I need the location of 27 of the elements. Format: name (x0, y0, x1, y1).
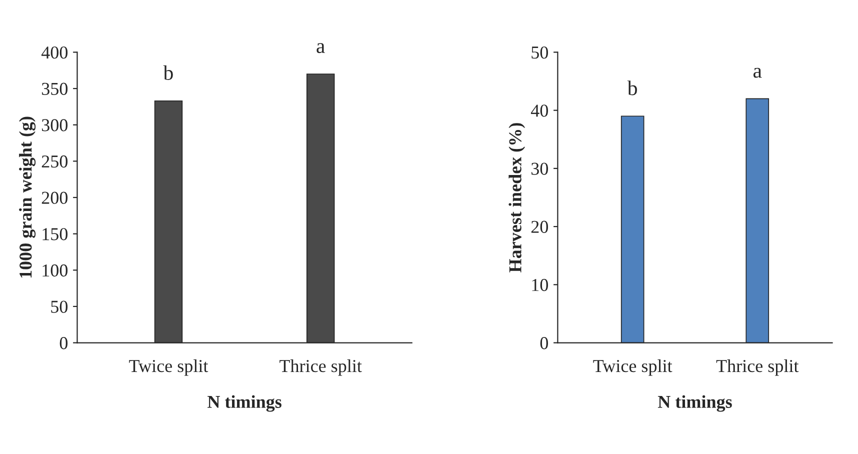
annotation: b (627, 80, 637, 96)
y-axis-title: 1000 grain weight (g) (19, 116, 36, 278)
x-tick-label: Twice split (129, 359, 208, 376)
y-tick-label: 0 (60, 337, 68, 350)
y-tick-label: 250 (42, 155, 68, 168)
y-tick-label: 200 (42, 192, 68, 204)
y-tick-label: 20 (531, 220, 548, 233)
y-axis-title: Harvest inedex (%) (508, 123, 526, 272)
y-tick-label: 30 (531, 162, 548, 175)
x-tick-label: Thrice split (716, 359, 799, 376)
annotation: b (163, 65, 173, 80)
x-axis-title: N timings (658, 395, 732, 412)
annotation: a (316, 43, 325, 54)
y-tick-label: 300 (42, 119, 68, 132)
y-tick-label: 40 (530, 104, 548, 117)
y-tick-label: 50 (51, 300, 68, 313)
x-tick-label: Twice split (593, 359, 672, 376)
y-tick-label: 50 (532, 46, 548, 59)
y-tick-label: 350 (42, 82, 68, 95)
y-tick-label: 0 (540, 337, 548, 350)
y-tick-label: 10 (532, 278, 548, 292)
annotation: a (753, 68, 762, 78)
x-axis-title: N timings (208, 395, 282, 412)
y-tick-label: 100 (42, 264, 68, 277)
y-tick-label: 150 (42, 228, 68, 240)
x-tick-label: Thrice split (280, 359, 362, 376)
y-tick-label: 400 (41, 46, 68, 59)
